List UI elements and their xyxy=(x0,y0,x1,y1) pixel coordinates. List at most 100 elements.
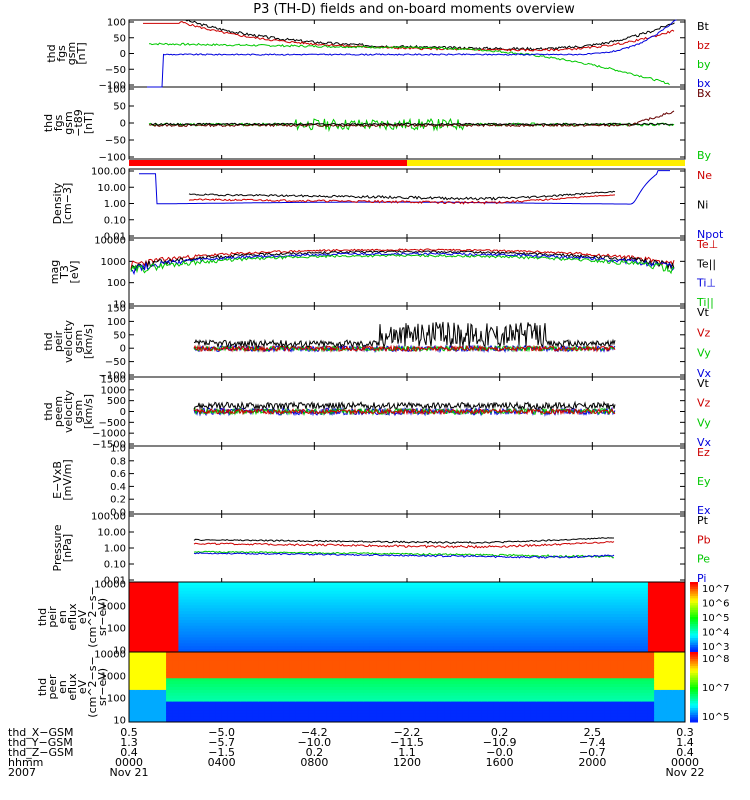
spectrogram-cell xyxy=(308,584,315,589)
spectrogram-cell xyxy=(283,684,291,688)
spectrogram-cell xyxy=(382,646,389,650)
spectrogram-cell xyxy=(505,622,513,627)
spectrogram-cell xyxy=(159,710,167,714)
spectrogram-cell xyxy=(141,692,149,697)
spectrogram-cell xyxy=(586,716,593,720)
spectrogram-cell xyxy=(444,643,451,647)
spectrogram-cell xyxy=(320,684,328,688)
spectrogram-cell xyxy=(678,704,686,708)
spectrogram-cell xyxy=(505,625,513,630)
spectrogram-cell xyxy=(437,622,445,627)
spectrogram-cell xyxy=(271,582,278,586)
spectrogram-cell xyxy=(227,593,235,598)
spectrogram-cell xyxy=(425,611,433,615)
spectrogram-cell xyxy=(413,599,420,603)
spectrogram-cell xyxy=(209,599,216,603)
spectrogram-cell xyxy=(666,584,674,589)
spectrogram-cell xyxy=(487,713,494,717)
spectrogram-cell xyxy=(394,710,402,714)
spectrogram-cell xyxy=(512,672,519,676)
spectrogram-cell xyxy=(660,602,667,606)
spectrogram-cell xyxy=(579,634,587,638)
spectrogram-cell xyxy=(166,619,173,624)
spectrogram-cell xyxy=(277,710,284,714)
spectrogram-cell xyxy=(425,649,433,653)
spectrogram-cell xyxy=(252,631,260,635)
spectrogram-cell xyxy=(425,692,433,697)
spectrogram-cell xyxy=(450,657,457,662)
spectrogram-cell xyxy=(345,587,352,592)
spectrogram-cell xyxy=(209,695,216,700)
spectrogram-cell xyxy=(252,608,260,612)
spectrogram-cell xyxy=(623,660,630,665)
spectrogram-cell xyxy=(196,596,204,600)
spectrogram-cell xyxy=(178,584,186,589)
spectrogram-cell xyxy=(542,649,550,653)
spectrogram-cell xyxy=(425,669,433,673)
spectrogram-cell xyxy=(388,710,396,714)
spectrogram-cell xyxy=(579,584,587,589)
spectrogram-cell xyxy=(530,622,538,627)
spectrogram-cell xyxy=(623,596,630,600)
spectrogram-cell xyxy=(129,695,136,700)
ephemeris-value: −5.0 xyxy=(208,726,235,739)
spectrogram-cell xyxy=(289,704,297,708)
spectrogram-cell xyxy=(172,675,179,679)
spectrogram-cell xyxy=(524,652,532,656)
spectrogram-cell xyxy=(289,684,297,688)
spectrogram-cell xyxy=(610,640,618,644)
spectrogram-cell xyxy=(487,698,494,703)
spectrogram-cell xyxy=(135,657,142,662)
spectrogram-cell xyxy=(641,710,649,714)
spectrogram-cell xyxy=(301,713,309,717)
spectrogram-cell xyxy=(654,692,661,697)
spectrogram-cell xyxy=(221,701,229,705)
spectrogram-cell xyxy=(400,637,408,641)
spectrogram-cell xyxy=(567,602,575,606)
spectrogram-cell xyxy=(518,582,525,586)
spectrogram-cell xyxy=(314,617,322,621)
spectrogram-cell xyxy=(524,599,532,603)
y-axis-label: sr−eV) xyxy=(96,598,109,636)
spectrogram-cell xyxy=(172,614,179,618)
spectrogram-cell xyxy=(234,593,241,598)
spectrogram-cell xyxy=(196,590,204,595)
spectrogram-cell xyxy=(363,701,371,705)
spectrogram-cell xyxy=(641,657,649,662)
colorbar-swatch xyxy=(690,640,698,644)
spectrogram-cell xyxy=(666,681,674,685)
spectrogram-cell xyxy=(271,584,278,589)
spectrogram-cell xyxy=(209,608,216,612)
spectrogram-cell xyxy=(419,608,427,612)
spectrogram-cell xyxy=(493,707,501,711)
ephemeris-value: 0.5 xyxy=(120,726,138,739)
spectrogram-cell xyxy=(227,643,235,647)
spectrogram-cell xyxy=(407,678,414,682)
spectrogram-cell xyxy=(221,587,229,592)
spectrogram-cell xyxy=(295,704,303,708)
spectrogram-cell xyxy=(647,704,655,708)
spectrogram-cell xyxy=(487,637,494,641)
spectrogram-cell xyxy=(437,716,445,720)
spectrogram-cell xyxy=(444,608,451,612)
spectrogram-cell xyxy=(320,593,328,598)
spectrogram-cell xyxy=(178,684,186,688)
spectrogram-cell xyxy=(617,710,624,714)
spectrogram-cell xyxy=(382,622,389,627)
spectrogram-cell xyxy=(345,698,352,703)
spectrogram-cell xyxy=(579,608,587,612)
spectrogram-cell xyxy=(357,689,365,694)
spectrogram-cell xyxy=(635,687,643,691)
spectrogram-cell xyxy=(407,687,414,691)
spectrogram-cell xyxy=(147,681,155,685)
spectrogram-cell xyxy=(234,628,241,633)
spectrogram-cell xyxy=(141,707,149,711)
spectrogram-cell xyxy=(153,643,161,647)
spectrogram-cell xyxy=(129,634,136,638)
spectrogram-cell xyxy=(289,652,297,656)
spectrogram-cell xyxy=(159,611,167,615)
spectrogram-cell xyxy=(444,698,451,703)
spectrogram-cell xyxy=(530,698,538,703)
spectrogram-cell xyxy=(610,587,618,592)
spectrogram-cell xyxy=(271,704,278,708)
